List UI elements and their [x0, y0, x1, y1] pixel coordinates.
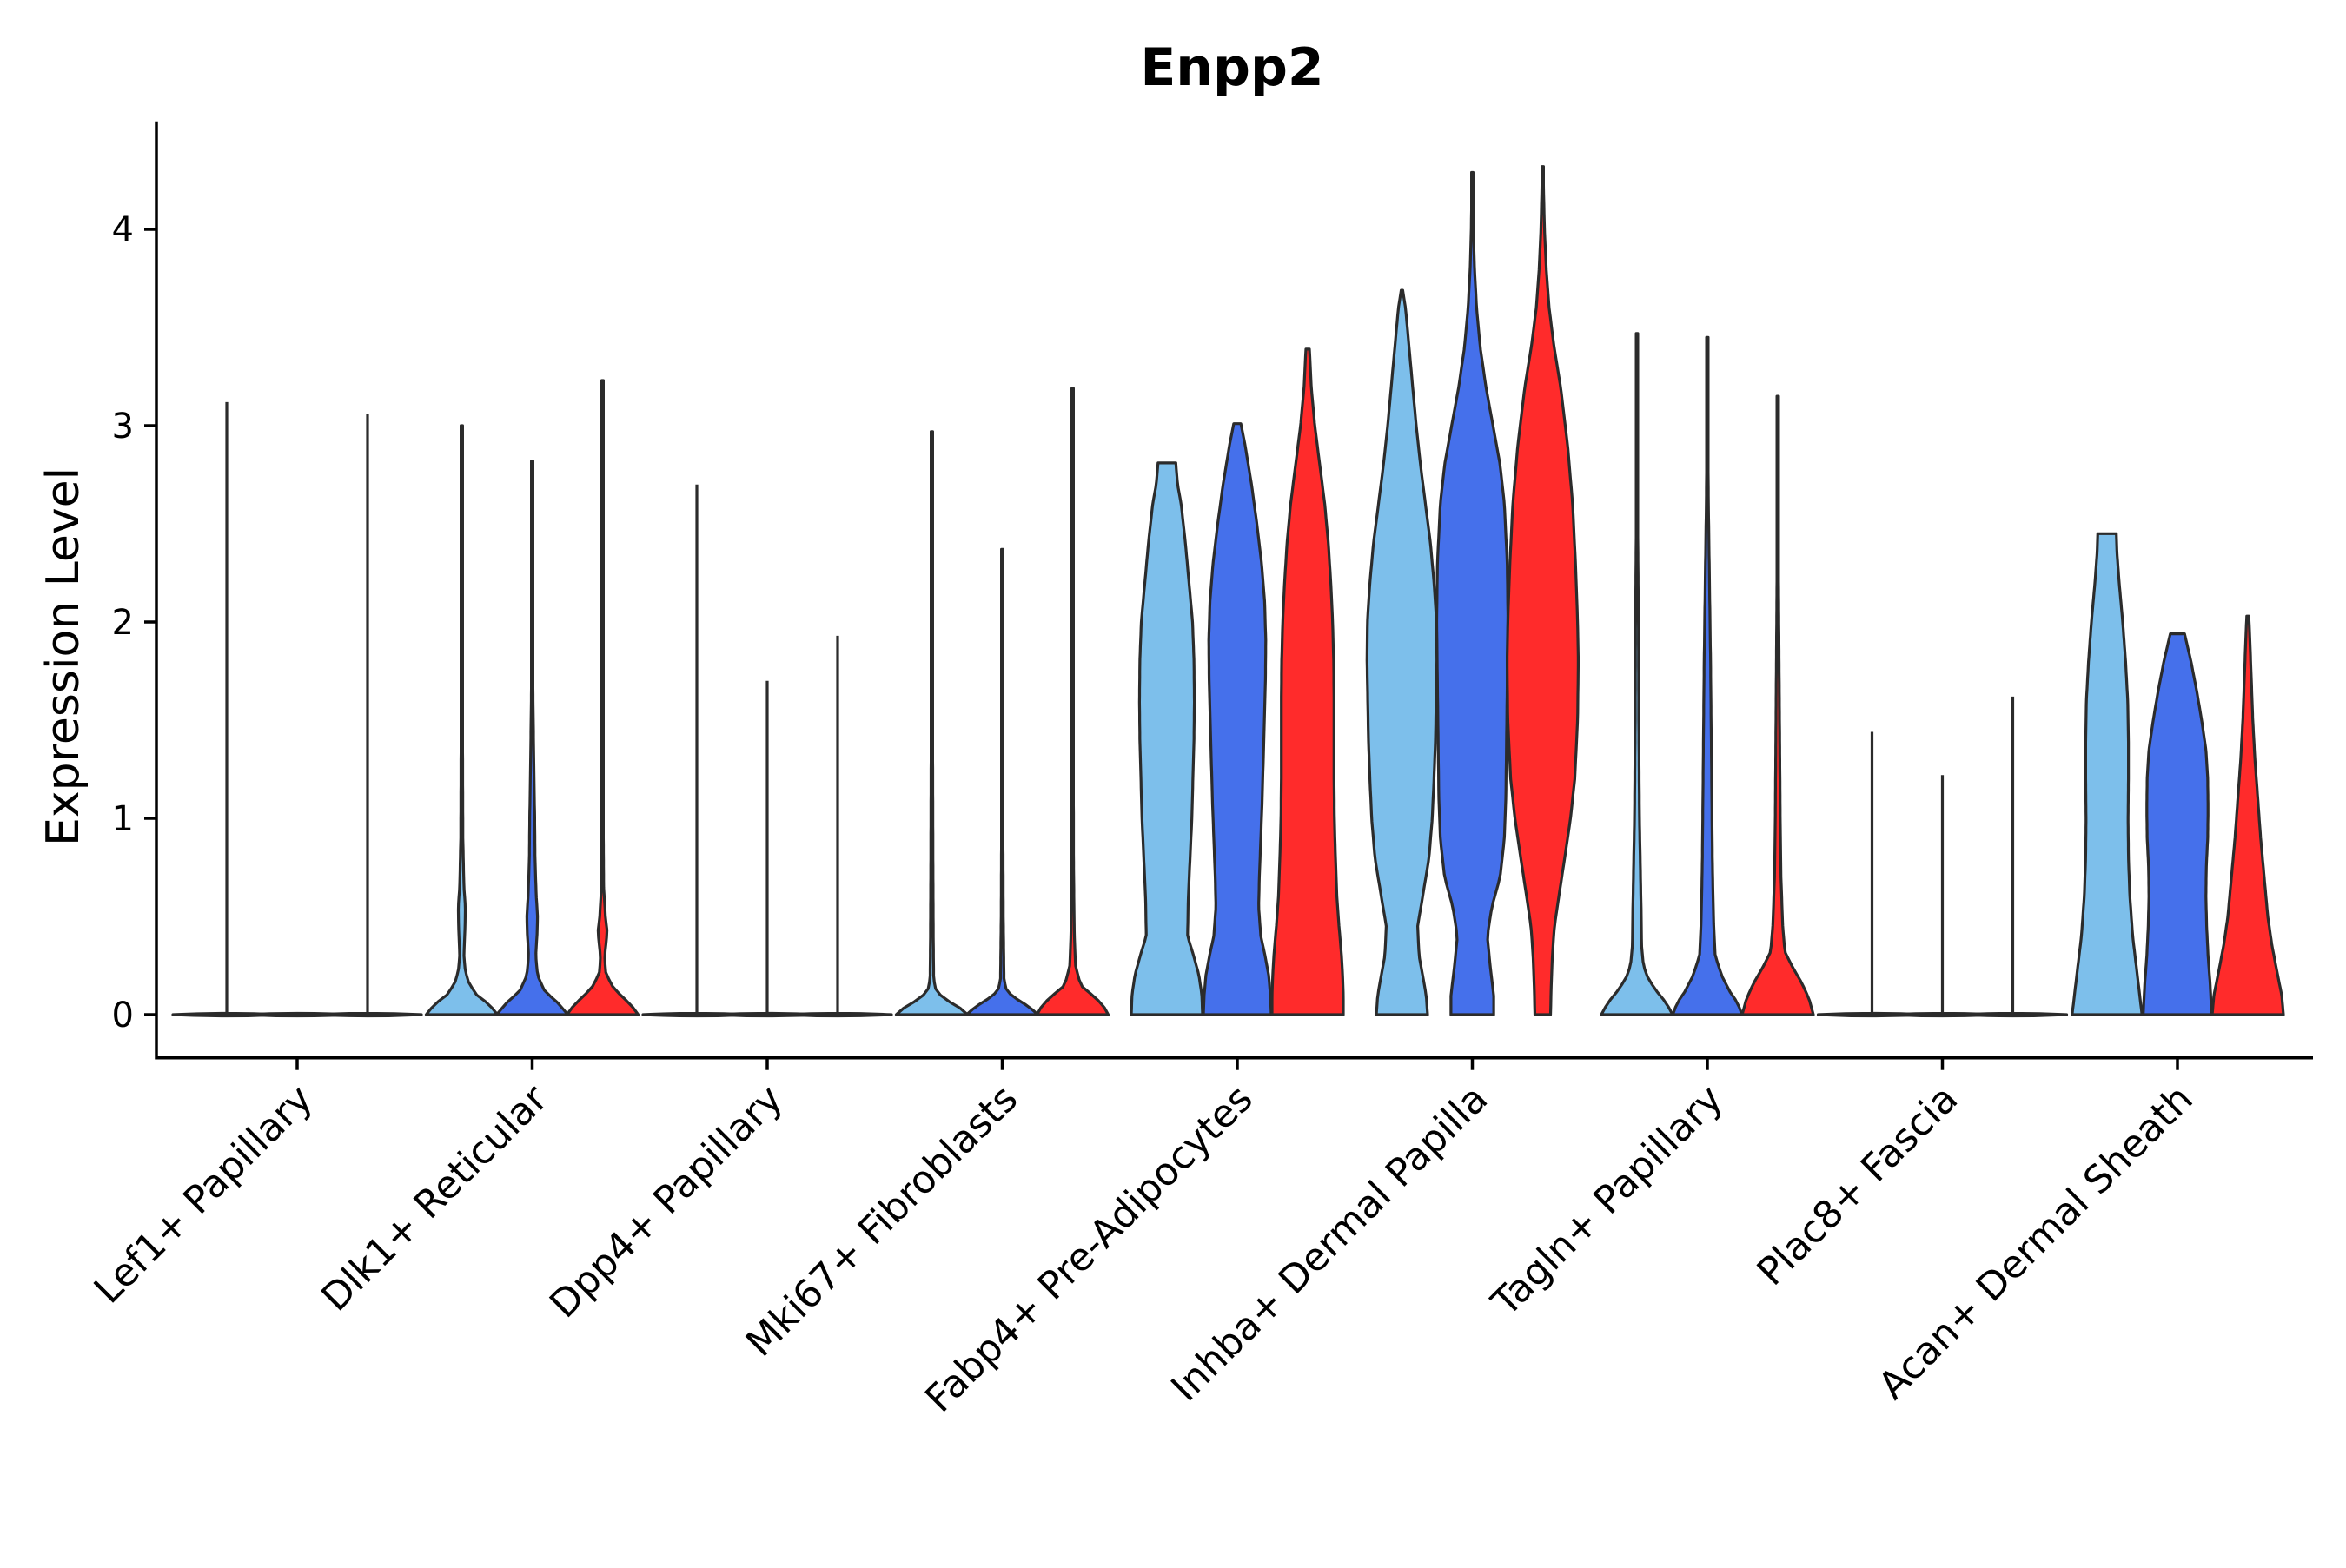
violins-layer — [171, 165, 2285, 1018]
y-tick-label: 0 — [112, 996, 134, 1035]
violin-lef1-papillary-3 — [312, 414, 423, 1018]
violin-lef1-papillary-1 — [171, 401, 282, 1018]
x-tick-label: Tagln+ Papillary — [1483, 1076, 1732, 1325]
violin-acan-dermal-sheath-3 — [2210, 614, 2285, 1016]
violin-fabp4-pre-adipocytes-1 — [1130, 461, 1204, 1016]
y-tick-label: 2 — [112, 603, 134, 643]
violin-dpp4-papillary-3 — [782, 635, 893, 1018]
violin-dpp4-papillary-2 — [712, 680, 823, 1018]
violin-inhba-dermal-papilla-2 — [1435, 170, 1510, 1016]
violin-inhba-dermal-papilla-1 — [1365, 288, 1439, 1016]
violin-mki67-fibroblasts-1 — [894, 430, 970, 1016]
y-tick-label: 1 — [112, 799, 134, 839]
violin-tagln-papillary-3 — [1740, 394, 1815, 1016]
violin-fabp4-pre-adipocytes-2 — [1202, 422, 1273, 1016]
violin-dpp4-papillary-1 — [641, 484, 752, 1018]
x-tick-label: Dlk1+ Reticular — [313, 1076, 557, 1320]
chart-title: Enpp2 — [1140, 37, 1323, 98]
violin-mki67-fibroblasts-3 — [1035, 387, 1110, 1016]
x-tick-label: Lef1+ Papillary — [86, 1076, 321, 1312]
y-axis-ticks: 0 1 2 3 4 — [112, 210, 156, 1035]
violin-tagln-papillary-2 — [1671, 335, 1744, 1016]
violin-acan-dermal-sheath-2 — [2142, 632, 2213, 1016]
violin-plac8-fascia-2 — [1886, 775, 1998, 1018]
y-axis-label: Expression Level — [37, 467, 89, 846]
violin-plac8-fascia-3 — [1957, 696, 2069, 1018]
violin-plac8-fascia-1 — [1816, 731, 1928, 1018]
x-tick-label: Dpp4+ Papillary — [541, 1076, 792, 1327]
x-tick-label: Plac8+ Fascia — [1749, 1076, 1967, 1294]
violin-acan-dermal-sheath-1 — [2071, 532, 2144, 1016]
violin-dlk1-reticular-2 — [494, 460, 570, 1016]
violin-dlk1-reticular-1 — [424, 424, 500, 1016]
y-tick-label: 3 — [112, 407, 134, 447]
violin-dlk1-reticular-3 — [565, 379, 640, 1016]
violin-mki67-fibroblasts-2 — [964, 547, 1040, 1016]
violin-inhba-dermal-papilla-3 — [1506, 165, 1580, 1016]
x-tick-label: Mki67+ Fibroblasts — [738, 1076, 1026, 1365]
violin-tagln-papillary-1 — [1600, 332, 1674, 1016]
axes-lines — [155, 121, 2313, 1060]
y-tick-label: 4 — [112, 210, 134, 250]
violin-fabp4-pre-adipocytes-3 — [1270, 347, 1345, 1016]
